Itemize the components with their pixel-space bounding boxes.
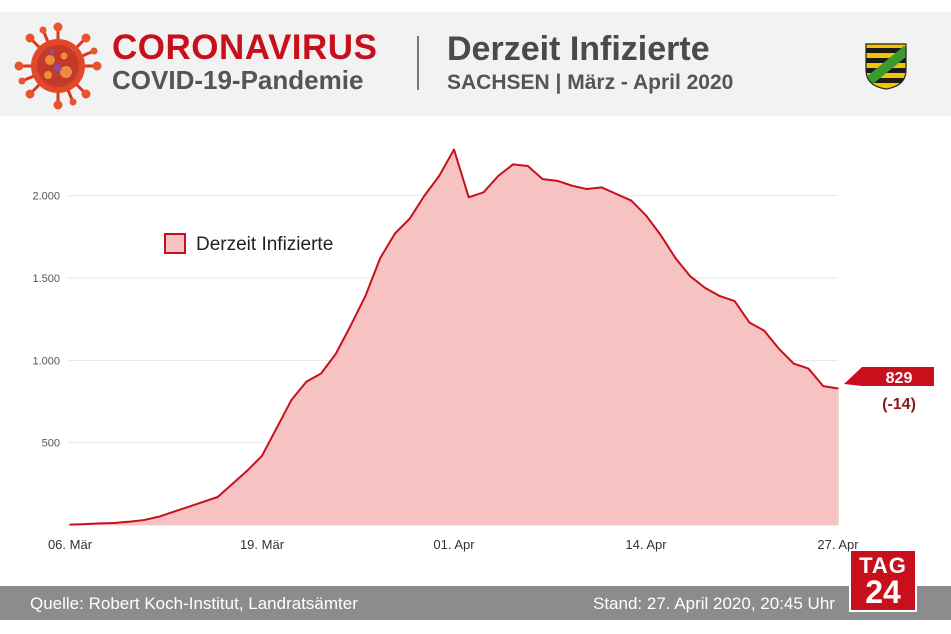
data-point <box>763 329 765 332</box>
data-point <box>837 387 839 390</box>
data-point <box>379 257 381 260</box>
coronavirus-icon <box>14 22 102 110</box>
data-point <box>659 234 662 236</box>
footer-date: Stand: 27. April 2020, 20:45 Uhr <box>593 594 835 613</box>
data-point <box>261 455 263 457</box>
y-tick-label: 1.500 <box>32 273 60 285</box>
data-point <box>394 232 396 235</box>
logo-line-1: TAG <box>859 553 907 578</box>
logo-line-2: 24 <box>865 574 901 610</box>
chart-area: 500 1.000 1.500 2.000 06. Mär 19. Mär 01. Apr… <box>32 148 934 552</box>
data-point <box>320 372 322 375</box>
last-change-label: (-14) <box>882 396 916 413</box>
legend-label: Derzeit Infizierte <box>196 234 333 255</box>
x-tick-label: 27. Apr <box>817 537 859 552</box>
data-point <box>630 199 633 202</box>
y-tick-label: 500 <box>42 438 60 450</box>
x-tick-label: 06. Mär <box>48 537 93 552</box>
header-banner <box>0 12 951 116</box>
legend-swatch <box>164 233 186 254</box>
data-point <box>349 324 352 327</box>
y-tick-label: 2.000 <box>32 191 60 203</box>
data-point <box>246 469 249 472</box>
data-point <box>157 515 160 518</box>
header-divider <box>417 36 419 90</box>
data-point <box>778 347 780 350</box>
data-point <box>719 295 721 297</box>
x-tick-label: 01. Apr <box>433 537 475 552</box>
data-point <box>807 367 810 370</box>
data-point <box>792 362 795 365</box>
data-point <box>571 184 573 187</box>
legend: Derzeit Infizierte <box>164 233 333 255</box>
data-point <box>83 523 86 525</box>
y-tick-label: 1.000 <box>32 355 60 367</box>
footer-source: Quelle: Robert Koch-Institut, Landratsäm… <box>30 594 358 613</box>
data-point <box>335 352 337 355</box>
series-area-fill <box>70 149 838 525</box>
data-point <box>113 522 116 524</box>
data-point <box>364 295 367 297</box>
data-point <box>202 501 204 503</box>
footer-bar <box>0 586 951 620</box>
data-point <box>187 506 189 508</box>
data-point <box>512 163 514 166</box>
last-value-badge-shape <box>844 367 934 386</box>
data-point <box>689 275 692 278</box>
data-point <box>467 196 470 199</box>
header-title: CORONAVIRUS <box>112 28 378 67</box>
data-point <box>216 496 219 498</box>
data-point <box>615 193 618 195</box>
header-subtitle: COVID-19-Pandemie <box>112 65 364 95</box>
data-point <box>98 522 101 525</box>
data-point <box>541 178 544 180</box>
data-point <box>556 180 559 182</box>
data-point <box>527 165 529 167</box>
data-point <box>290 399 293 401</box>
data-point <box>586 188 588 190</box>
saxony-coat-of-arms-icon <box>865 43 907 90</box>
data-point <box>305 380 308 383</box>
data-point <box>231 483 234 485</box>
data-point <box>143 519 145 521</box>
x-tick-label: 14. Apr <box>625 537 667 552</box>
data-point <box>408 217 411 220</box>
data-point <box>822 385 825 387</box>
data-point <box>69 523 71 526</box>
data-point <box>482 191 485 194</box>
data-point <box>674 257 677 260</box>
last-value-label: 829 <box>886 370 913 387</box>
chart-title: Derzeit Infizierte <box>447 30 710 68</box>
data-point <box>704 287 706 289</box>
data-point <box>423 194 426 197</box>
x-tick-label: 19. Mär <box>240 537 285 552</box>
data-point <box>748 321 751 324</box>
data-point <box>600 186 603 189</box>
data-point <box>438 175 441 177</box>
data-point <box>128 520 130 523</box>
data-point <box>497 175 500 177</box>
data-point <box>645 214 647 217</box>
data-point <box>453 148 455 151</box>
tag24-logo[interactable]: TAG 24 <box>849 549 917 612</box>
data-point <box>733 300 736 302</box>
data-point <box>275 427 278 429</box>
data-point <box>172 511 175 513</box>
chart-subtitle: SACHSEN | März - April 2020 <box>447 71 734 94</box>
last-value-badge: 829 (-14) <box>844 367 934 413</box>
